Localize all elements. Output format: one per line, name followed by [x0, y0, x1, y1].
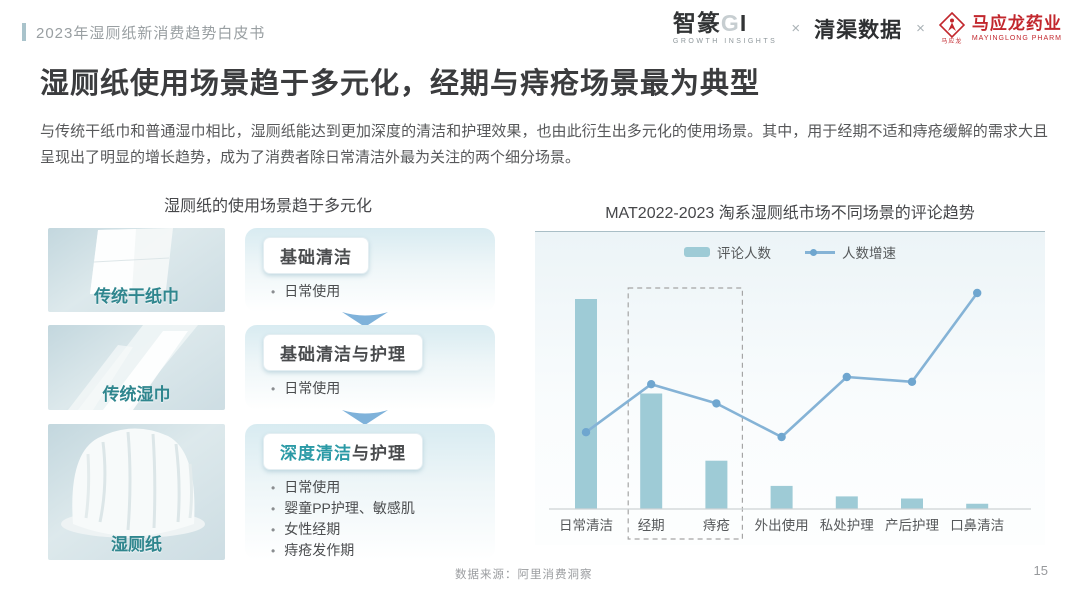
arrow-down-icon — [342, 410, 388, 425]
wet-wipe-illustration-icon — [68, 325, 198, 410]
x-tick-label: 私处护理 — [820, 518, 874, 533]
logo-separator-icon: × — [916, 20, 925, 37]
row-label: 湿厕纸 — [111, 535, 162, 554]
scene-box: 深度清洁与护理 — [263, 433, 423, 470]
legend-label: 人数增速 — [842, 246, 896, 261]
diagram-title: 湿厕纸的使用场景趋于多元化 — [163, 198, 372, 215]
legend-item-bar: 评论人数 — [684, 242, 771, 262]
line-dot-外出使用 — [777, 432, 786, 442]
x-tick-label: 口鼻清洁 — [950, 517, 1004, 533]
scene-box: 基础清洁与护理 — [263, 334, 423, 371]
bullet-item: 女性经期 — [271, 519, 495, 540]
data-source-note: 数据来源：阿里消费洞察 — [455, 569, 593, 581]
mayinglong-seal-text: 马应龙 — [941, 39, 963, 45]
logo-separator-icon: × — [791, 20, 801, 37]
bullet-item: 日常使用 — [271, 281, 495, 302]
dry-tissue-illustration-icon — [90, 228, 173, 294]
zhizhuan-g-glyph: G — [720, 10, 740, 36]
line-dot-痔疮 — [712, 399, 721, 408]
wet-toilet-paper-image: 湿厕纸 — [48, 424, 225, 560]
page-title: 湿厕纸使用场景趋于多元化，经期与痔疮场景最为典型 — [40, 68, 761, 100]
diagram-row-wet-toilet-paper: 湿厕纸 深度清洁与护理 日常使用 婴童PP护理、敏感肌 女性经期 痔疮发作期 — [48, 424, 495, 560]
line-dot-经期 — [647, 380, 656, 389]
bar-经期 — [640, 393, 663, 509]
legend-item-line: 人数增速 — [805, 242, 896, 262]
line-dot-产后护理 — [907, 377, 917, 386]
comment-trend-chart: MAT2022-2023 淘系湿厕纸市场不同场景的评论趋势 评论人数 人数增速 … — [535, 199, 1045, 559]
bar-口鼻清洁 — [966, 503, 989, 509]
legend-label: 评论人数 — [717, 246, 771, 261]
breadcrumb-accent-bar — [22, 23, 26, 41]
intro-paragraph: 与传统干纸巾和普通湿巾相比，湿厕纸能达到更加深度的清洁和护理效果，也由此衍生出多… — [40, 123, 1048, 166]
qingqu-logo: 清渠数据 — [814, 18, 903, 42]
diagram-row-dry-tissue: 传统干纸巾 基础清洁 日常使用 — [48, 228, 495, 327]
mayinglong-wordmark: 马应龙药业 — [971, 14, 1062, 33]
chart-plot-panel: 评论人数 人数增速 日常清洁 经期 痔疮 外出使用 私处护理 产后护理 口鼻清洁 — [535, 231, 1045, 545]
row-label: 传统干纸巾 — [94, 287, 179, 306]
arrow-down-icon — [342, 312, 388, 327]
x-tick-label: 痔疮 — [703, 517, 730, 533]
bar-痔疮 — [705, 460, 728, 509]
zhizhuan-logo: 智篆GI GROWTH INSIGHTS — [672, 10, 778, 46]
chart-title: MAT2022-2023 淘系湿厕纸市场不同场景的评论趋势 — [605, 205, 975, 222]
highlight-dashed-box — [627, 287, 743, 540]
row-content-panel: 深度清洁与护理 日常使用 婴童PP护理、敏感肌 女性经期 痔疮发作期 — [245, 424, 495, 560]
scene-bullets: 日常使用 — [245, 378, 495, 399]
x-tick-label: 产后护理 — [885, 518, 939, 533]
row-label: 传统湿巾 — [102, 385, 171, 404]
bar-swatch-icon — [684, 247, 710, 257]
x-tick-label: 外出使用 — [755, 517, 809, 533]
row-content-panel: 基础清洁与护理 日常使用 — [245, 325, 495, 425]
bullet-item: 日常使用 — [271, 378, 495, 399]
wet-wipe-image: 传统湿巾 — [48, 325, 225, 410]
scene-box-highlight: 深度清洁 — [280, 444, 352, 463]
zhizhuan-subtitle: GROWTH INSIGHTS — [672, 38, 778, 45]
bar-line-plot: 日常清洁 经期 痔疮 外出使用 私处护理 产后护理 口鼻清洁 — [549, 287, 1031, 540]
scene-bullets: 日常使用 — [245, 281, 495, 302]
wet-toilet-paper-illustration-icon — [61, 428, 205, 538]
line-dot-日常清洁 — [581, 428, 591, 437]
logo-group: 智篆GI GROWTH INSIGHTS × 清渠数据 × 马应龙 马应龙药业 … — [672, 10, 1062, 46]
diagram-row-wet-wipe: 传统湿巾 基础清洁与护理 日常使用 — [48, 325, 495, 425]
line-dot-私处护理 — [842, 372, 851, 382]
bar-私处护理 — [835, 496, 858, 509]
bar-外出使用 — [770, 485, 793, 509]
x-tick-label: 经期 — [638, 518, 665, 533]
mayinglong-subtitle: MAYINGLONG PHARM — [971, 35, 1062, 42]
zhizhuan-wordmark: 智篆 — [672, 10, 721, 36]
bar-日常清洁 — [575, 299, 597, 509]
bullet-item: 日常使用 — [271, 477, 495, 498]
scene-bullets: 日常使用 婴童PP护理、敏感肌 女性经期 痔疮发作期 — [245, 477, 495, 561]
dry-tissue-image: 传统干纸巾 — [48, 228, 225, 312]
line-swatch-icon — [805, 247, 835, 257]
mayinglong-logo: 马应龙 马应龙药业 MAYINGLONG PHARM — [938, 12, 1062, 45]
bullet-item: 婴童PP护理、敏感肌 — [271, 498, 495, 519]
chart-legend: 评论人数 人数增速 — [535, 242, 1045, 262]
usage-scene-diagram: 湿厕纸的使用场景趋于多元化 传统干纸巾 基础清洁 日常使用 — [48, 192, 495, 567]
row-content-panel: 基础清洁 日常使用 — [245, 228, 495, 327]
line-dot-口鼻清洁 — [973, 288, 982, 298]
bullet-item: 痔疮发作期 — [271, 540, 495, 561]
scene-box: 基础清洁 — [263, 237, 369, 274]
breadcrumb: 2023年湿厕纸新消费趋势白皮书 — [36, 25, 266, 42]
zhizhuan-i-glyph: I — [739, 10, 748, 36]
mayinglong-emblem-icon — [938, 12, 965, 38]
page-number: 15 — [1033, 563, 1048, 578]
x-tick-label: 日常清洁 — [559, 518, 613, 533]
bar-产后护理 — [901, 498, 923, 509]
